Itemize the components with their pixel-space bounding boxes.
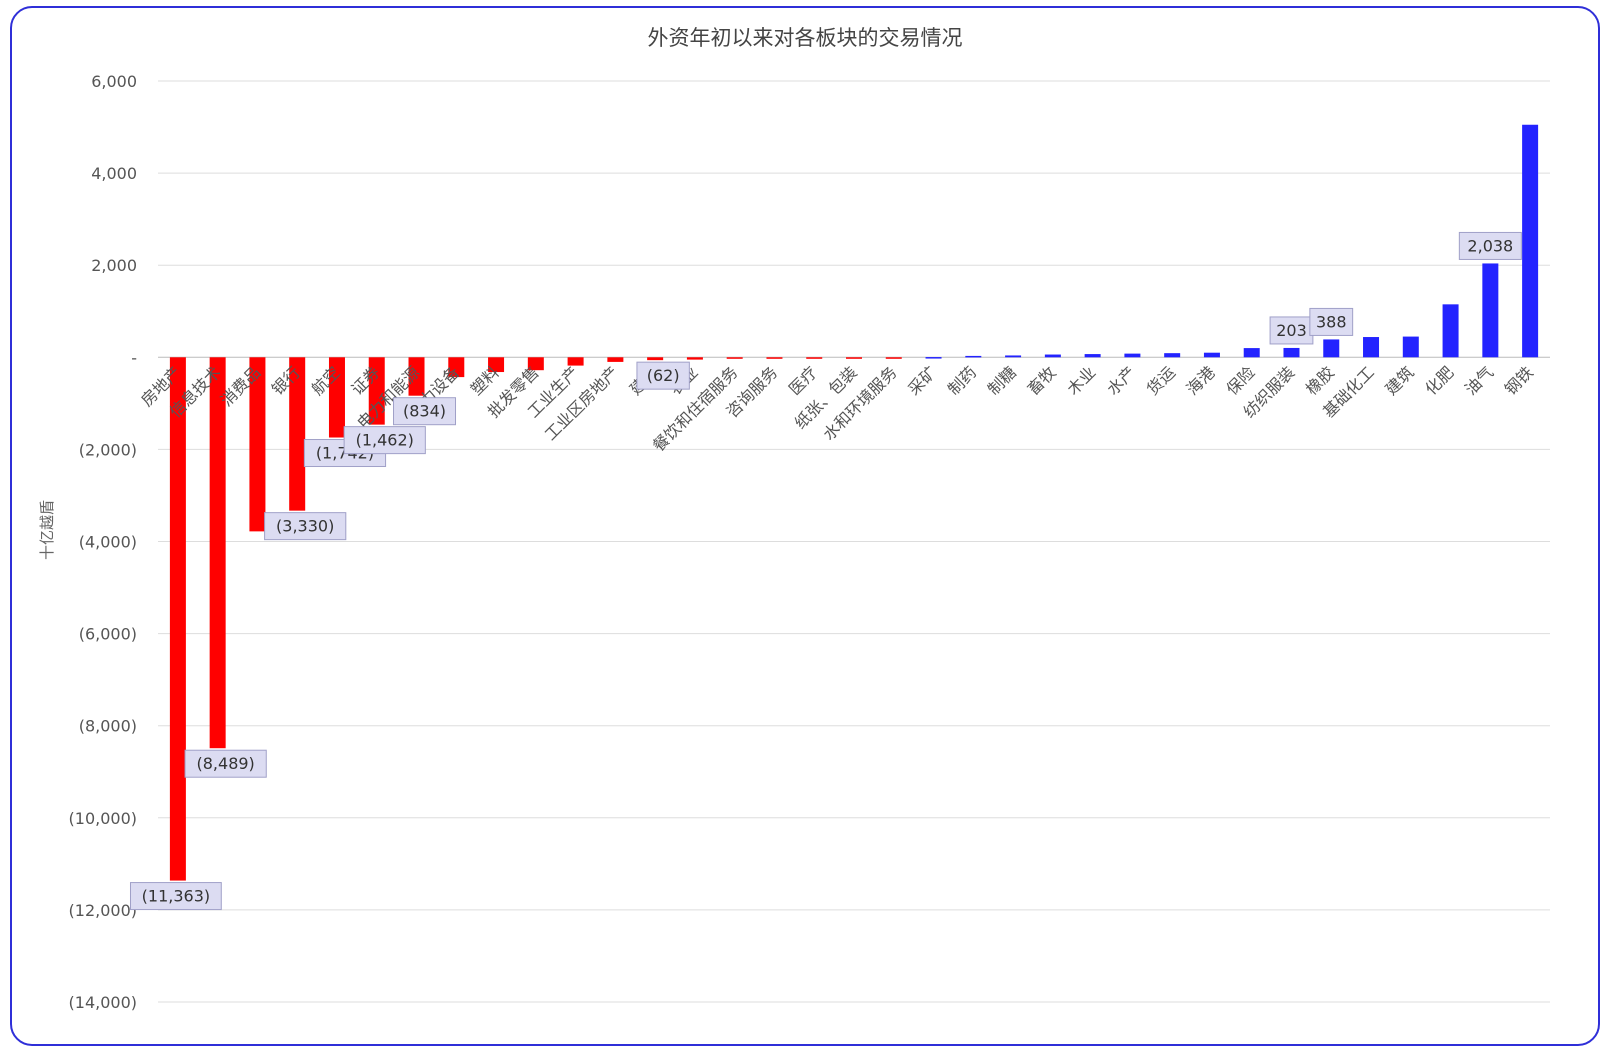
category-label: 货运 <box>1143 363 1179 399</box>
category-label: 海港 <box>1183 363 1219 399</box>
bar <box>885 357 902 359</box>
bar <box>1005 355 1022 358</box>
bar <box>1084 354 1101 358</box>
bar <box>527 357 544 371</box>
bar <box>289 357 306 511</box>
data-label: (1,462) <box>343 426 426 455</box>
data-label: (8,489) <box>184 749 267 778</box>
data-label-text: (1,462) <box>356 431 414 450</box>
data-label: (62) <box>636 361 690 390</box>
bar <box>1044 354 1061 358</box>
data-label-box <box>393 397 457 426</box>
bar <box>1522 124 1539 358</box>
data-label-box <box>343 426 426 455</box>
y-tick-label: (6,000) <box>79 625 137 644</box>
bar <box>1203 352 1220 358</box>
data-label-text: (62) <box>647 366 680 385</box>
bar <box>1164 353 1181 358</box>
data-label: (11,363) <box>129 882 222 911</box>
data-label-box <box>264 512 347 541</box>
bar <box>1124 353 1141 358</box>
bar <box>806 357 823 359</box>
bar <box>1442 304 1459 358</box>
data-label: (3,330) <box>264 512 347 541</box>
y-tick-label: 4,000 <box>91 164 137 183</box>
category-label: 建筑 <box>1382 363 1418 399</box>
bar <box>567 357 584 366</box>
bar <box>766 357 783 359</box>
gridlines <box>158 80 1550 1003</box>
data-label-box <box>1269 316 1314 345</box>
data-label-text: (8,489) <box>197 754 255 773</box>
y-tick-label: (10,000) <box>69 809 137 828</box>
data-label: 203 <box>1269 316 1314 345</box>
data-label-text: (11,363) <box>142 887 210 906</box>
data-label-box <box>184 749 267 778</box>
bar <box>846 357 862 359</box>
bar-chart: 6,000 4,000 2,000 - (2,000) (4,000) (6,000) (8,… <box>69 72 1550 1012</box>
data-label-text: 203 <box>1276 321 1307 340</box>
bar <box>1482 263 1499 358</box>
bar <box>408 357 425 396</box>
category-label: 化肥 <box>1421 363 1457 399</box>
y-tick-label: - <box>131 348 137 367</box>
bar <box>1283 347 1300 358</box>
bar <box>1402 336 1419 358</box>
bar <box>965 355 982 358</box>
category-label: 畜牧 <box>1024 363 1060 399</box>
bars <box>169 124 1539 881</box>
category-label: 制糖 <box>984 363 1020 399</box>
y-tick-label: (2,000) <box>79 440 137 459</box>
bar <box>249 357 266 532</box>
chart-title: 外资年初以来对各板块的交易情况 <box>647 26 963 50</box>
bar <box>488 357 505 373</box>
bar <box>1323 339 1340 358</box>
bar <box>686 357 703 360</box>
bar <box>726 357 743 359</box>
bar <box>368 357 385 425</box>
bar <box>1363 337 1380 358</box>
data-label-box <box>129 882 222 911</box>
data-label-box <box>1309 307 1354 336</box>
bar <box>328 357 345 438</box>
bar <box>169 357 186 881</box>
y-axis-ticks: 6,000 4,000 2,000 - (2,000) (4,000) (6,000) (8,… <box>69 72 137 1012</box>
data-label-text: (834) <box>403 402 446 421</box>
y-tick-label: 2,000 <box>91 256 137 275</box>
data-label-text: (3,330) <box>276 517 334 536</box>
category-label: 钢铁 <box>1501 363 1537 399</box>
y-tick-label: (12,000) <box>69 901 137 920</box>
y-tick-label: (14,000) <box>69 993 137 1012</box>
category-label: 水产 <box>1103 363 1139 399</box>
category-label: 油气 <box>1461 363 1497 399</box>
data-label: (834) <box>393 397 457 426</box>
category-label: 制药 <box>944 363 980 399</box>
data-label-text: 388 <box>1316 312 1347 331</box>
bar <box>647 357 664 361</box>
bar <box>607 357 624 362</box>
data-label-text: 2,038 <box>1467 236 1513 255</box>
category-label: 采矿 <box>904 363 940 399</box>
y-tick-label: (4,000) <box>79 533 137 552</box>
bar <box>1243 348 1260 358</box>
data-label-box <box>1458 231 1522 260</box>
data-label: 2,038 <box>1458 231 1522 260</box>
bar <box>448 357 465 378</box>
bar <box>209 357 226 749</box>
category-label: 木业 <box>1063 363 1099 399</box>
bar <box>925 357 942 359</box>
data-label-box <box>636 361 690 390</box>
y-tick-label: 6,000 <box>91 72 137 91</box>
data-labels: (11,363)(8,489)(3,330)(1,742)(1,462)(834… <box>129 231 1522 911</box>
y-tick-label: (8,000) <box>79 717 137 736</box>
data-label: 388 <box>1309 307 1354 336</box>
